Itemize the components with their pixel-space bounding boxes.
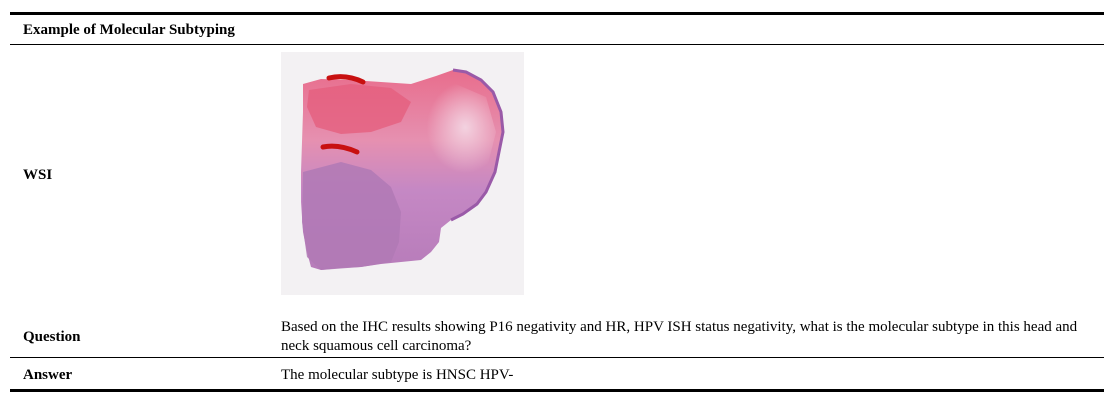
top-rule	[10, 12, 1104, 15]
wsi-label: WSI	[23, 167, 53, 183]
tissue-pale-region	[386, 82, 496, 212]
ink-mark-top	[326, 74, 366, 85]
whole-slide-histology-image	[301, 68, 505, 270]
bottom-rule	[10, 389, 1104, 392]
tissue-purple-region	[302, 162, 401, 270]
question-label: Question	[23, 329, 81, 345]
tissue-edge	[450, 68, 505, 222]
ink-mark-middle	[320, 143, 360, 155]
answer-text: The molecular subtype is HNSC HPV-	[281, 367, 514, 383]
tissue-red-region	[307, 84, 411, 134]
answer-rule	[10, 357, 1104, 358]
question-text: Based on the IHC results showing P16 neg…	[281, 319, 1078, 354]
table-title: Example of Molecular Subtyping	[23, 22, 235, 38]
wsi-image	[281, 52, 524, 295]
header-rule	[10, 44, 1104, 45]
answer-label: Answer	[23, 367, 73, 383]
